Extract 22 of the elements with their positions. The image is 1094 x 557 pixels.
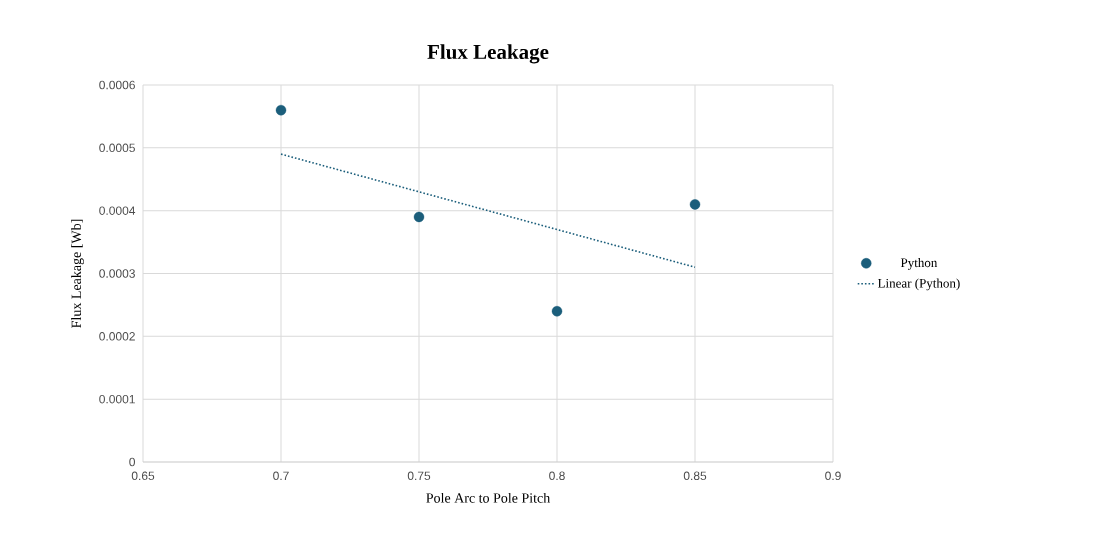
- y-tick-label: 0.0005: [99, 143, 135, 153]
- y-tick-label: 0.0003: [99, 269, 135, 278]
- legend-label: Python: [900, 257, 938, 270]
- x-tick-label: 0.75: [407, 471, 431, 481]
- x-tick-label: 0.7: [273, 471, 289, 481]
- y-tick-label: 0: [129, 457, 136, 467]
- x-tick-label: 0.9: [825, 471, 841, 481]
- y-tick-label: 0.0004: [99, 206, 136, 215]
- point: [551, 306, 563, 317]
- y-tick-label: 0.0001: [99, 394, 135, 404]
- x-tick-label: 0.8: [549, 471, 565, 481]
- chart-title: Flux Leakage: [427, 44, 549, 64]
- point: [689, 199, 701, 210]
- x-tick-label: 0.85: [683, 471, 707, 481]
- y-tick-label: 0.0002: [99, 332, 135, 341]
- point: [275, 104, 287, 116]
- legend-label: Linear (Python): [877, 278, 960, 291]
- point: [413, 211, 425, 223]
- x-tick-label: 0.65: [131, 471, 155, 481]
- y-tick-label: 0.0006: [99, 80, 135, 90]
- x-axis-title: Pole Arc to Pole Pitch: [426, 492, 551, 503]
- y-axis-title: Flux Leakage [Wb]: [71, 219, 84, 328]
